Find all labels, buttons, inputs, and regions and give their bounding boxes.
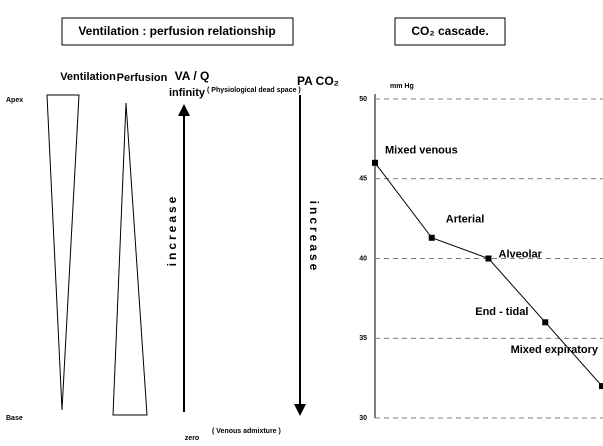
y-tick-label: 30 (359, 415, 367, 422)
point (542, 319, 549, 326)
chart-title: CO₂ cascade. (411, 24, 488, 38)
left-title: Ventilation : perfusion relationship (78, 24, 275, 38)
point-label: Alveolar (499, 248, 543, 260)
label: ( Venous admixture ) (212, 428, 281, 435)
point (599, 383, 603, 390)
point (428, 234, 435, 241)
label: increase (165, 194, 179, 267)
title-box (61, 17, 294, 46)
label: Apex (6, 97, 23, 104)
label: infinity (169, 87, 206, 99)
point-label: Mixed venous (385, 145, 458, 157)
label: VA / Q (175, 69, 210, 83)
perfusion-triangle (112, 102, 148, 416)
label: zero (185, 435, 199, 442)
label: PA CO₂ (297, 74, 339, 88)
point-label: Mixed expiratory (511, 344, 599, 356)
y-axis-label: mm Hg (390, 83, 414, 90)
y-tick-label: 35 (359, 335, 367, 342)
point-label: Arterial (446, 214, 485, 226)
y-tick-label: 45 (359, 176, 367, 183)
y-tick-label: 50 (359, 96, 367, 103)
label: Perfusion (117, 72, 168, 84)
label: increase (307, 201, 321, 274)
label: ( Physiological dead space ) (207, 87, 301, 94)
label: Base (6, 415, 23, 422)
ventilation-triangle (46, 94, 80, 411)
title-box (394, 17, 506, 46)
point (485, 255, 492, 262)
label: Ventilation (60, 71, 116, 83)
point-label: End - tidal (475, 306, 528, 318)
y-tick-label: 40 (359, 255, 367, 262)
point (372, 159, 378, 166)
